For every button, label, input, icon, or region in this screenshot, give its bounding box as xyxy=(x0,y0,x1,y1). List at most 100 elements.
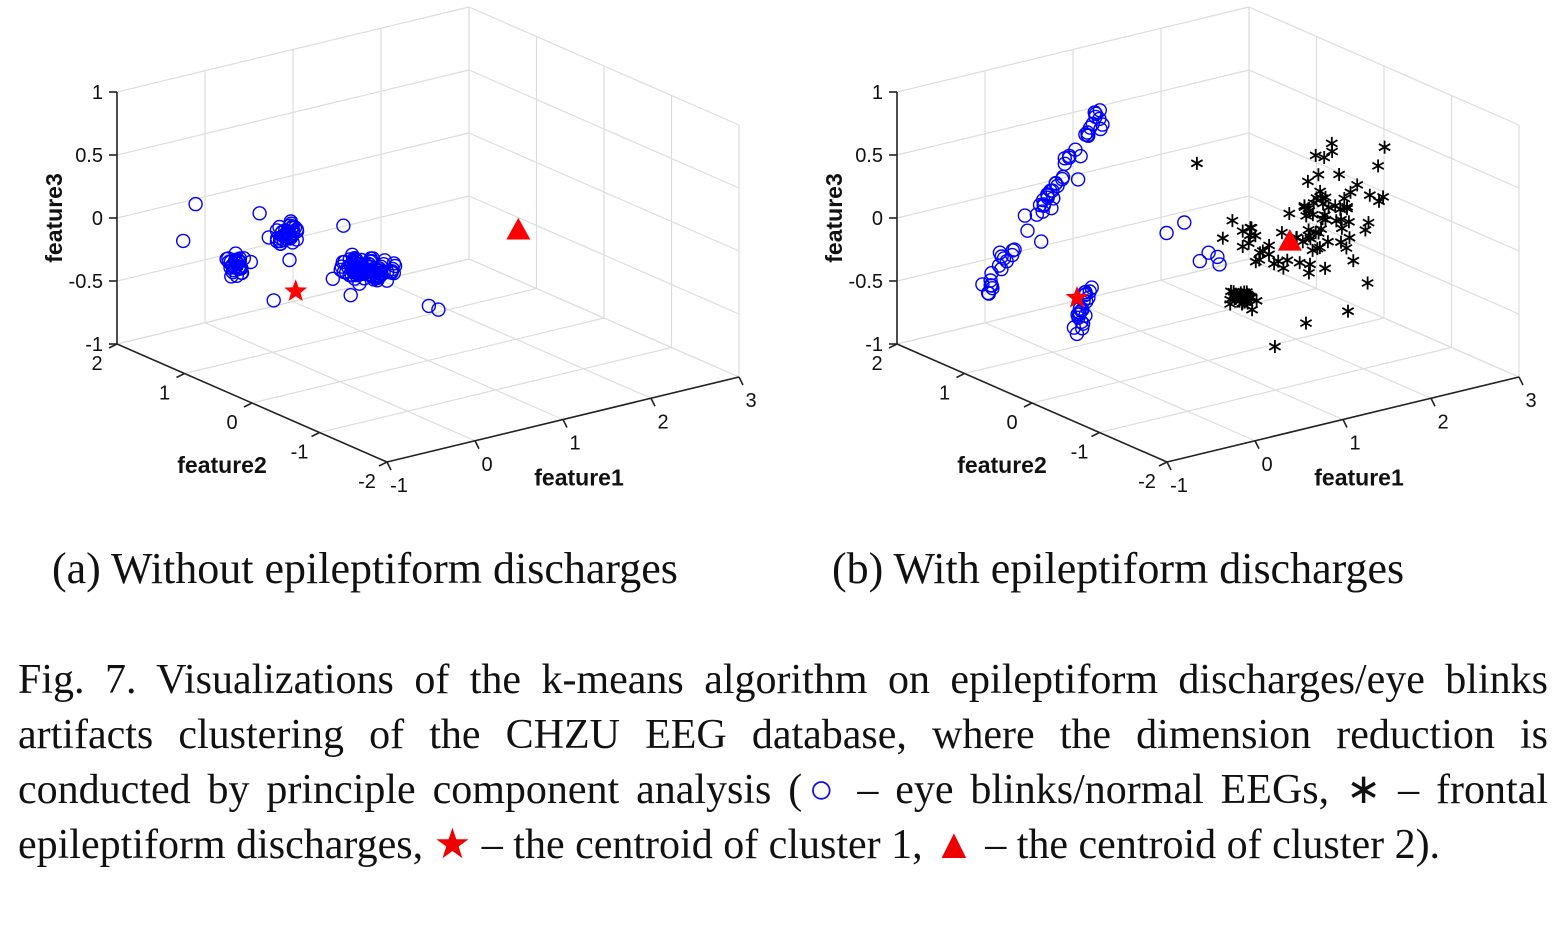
asterisk-stroke xyxy=(1216,234,1229,243)
data-point-circle xyxy=(984,266,999,281)
data-point-circle xyxy=(1078,127,1093,142)
asterisk-stroke xyxy=(1325,139,1338,148)
asterisk-stroke xyxy=(1272,257,1285,266)
x-axis-title: feature1 xyxy=(534,465,624,491)
data-point-asterisk xyxy=(1372,194,1386,208)
asterisk-stroke xyxy=(1224,295,1237,304)
floor-grid-line xyxy=(184,287,537,375)
data-point-asterisk xyxy=(1309,225,1322,239)
data-point-asterisk xyxy=(1341,304,1355,318)
data-point-asterisk xyxy=(1340,202,1354,216)
data-point-circle xyxy=(1017,208,1033,223)
asterisk-stroke xyxy=(1236,227,1249,236)
data-point-circle xyxy=(175,233,191,249)
asterisk-stroke xyxy=(1262,241,1276,250)
centroid-triangle xyxy=(506,217,531,240)
y-tick-label: 2 xyxy=(91,353,102,375)
asterisk-stroke xyxy=(1342,217,1356,226)
floor-grid-line xyxy=(319,346,672,434)
data-point-circle xyxy=(325,271,340,286)
data-point-circle xyxy=(374,267,389,282)
data-point-asterisk xyxy=(1316,212,1329,226)
wall-grid-line xyxy=(896,69,1250,156)
y-tick xyxy=(378,461,388,467)
caption-text-5: – the centroid of cluster 2). xyxy=(974,822,1441,868)
asterisk-stroke xyxy=(1318,264,1332,273)
y-tick xyxy=(311,431,320,438)
data-point-circle xyxy=(1035,204,1050,219)
asterisk-stroke xyxy=(1340,243,1353,253)
floor-grid-line xyxy=(1099,346,1452,434)
data-point-asterisk xyxy=(1249,255,1262,269)
wall-grid-line xyxy=(468,6,740,126)
y-tick-label: 2 xyxy=(871,353,882,375)
data-point-asterisk xyxy=(1242,236,1255,250)
data-point-asterisk xyxy=(1319,190,1332,204)
caption-text-1: Fig. 7. Visualizations of the k-means al… xyxy=(18,657,1548,813)
data-point-asterisk xyxy=(1312,168,1325,182)
y-tick xyxy=(176,372,185,379)
wall-grid-line xyxy=(468,195,740,315)
data-point-circle xyxy=(1074,314,1089,329)
wall-grid-line xyxy=(896,195,1250,282)
y-tick xyxy=(1023,402,1033,408)
asterisk-stroke xyxy=(1338,194,1351,203)
asterisk-stroke xyxy=(1242,239,1255,248)
data-point-circle xyxy=(1177,215,1192,230)
asterisk-stroke xyxy=(1344,188,1357,197)
data-point-circle xyxy=(352,276,367,291)
data-point-asterisk xyxy=(1313,184,1327,198)
x-tick-label: 1 xyxy=(1349,433,1360,455)
asterisk-stroke xyxy=(1378,143,1391,152)
figure-caption: Fig. 7. Visualizations of the k-means al… xyxy=(18,653,1548,873)
data-point-circle xyxy=(1044,200,1059,216)
data-point-asterisk xyxy=(1190,156,1204,170)
asterisk-stroke xyxy=(1299,319,1313,328)
asterisk-stroke xyxy=(1302,225,1315,234)
asterisk-stroke xyxy=(1275,228,1289,237)
y-axis-title: feature2 xyxy=(177,452,266,478)
data-point-circle xyxy=(269,223,285,238)
y-tick-label: -1 xyxy=(1071,442,1089,464)
data-point-asterisk xyxy=(1329,199,1342,213)
data-point-asterisk xyxy=(1216,231,1229,245)
asterisk-stroke xyxy=(1335,224,1349,233)
data-point-asterisk xyxy=(1301,174,1315,188)
asterisk-stroke xyxy=(1372,197,1386,206)
data-point-circle xyxy=(1050,178,1065,194)
z-tick-label: 1 xyxy=(92,82,103,104)
data-point-asterisk xyxy=(1306,208,1320,222)
asterisk-stroke xyxy=(1340,204,1354,213)
asterisk-stroke xyxy=(1319,193,1332,202)
data-point-circle xyxy=(1201,245,1216,260)
x-tick xyxy=(1518,376,1524,386)
data-point-circle xyxy=(431,302,446,317)
z-axis-title: feature3 xyxy=(41,173,67,262)
data-point-circle xyxy=(1159,225,1174,241)
data-point-circle xyxy=(996,251,1012,266)
y-tick-label: -2 xyxy=(1138,471,1156,493)
asterisk-stroke xyxy=(1268,342,1282,351)
data-point-circle xyxy=(421,298,437,314)
data-point-asterisk xyxy=(1303,257,1317,271)
data-point-circle xyxy=(1070,172,1086,187)
data-point-circle xyxy=(1020,223,1035,238)
z-tick-label: -1 xyxy=(85,334,103,356)
legend-asterisk-symbol: ∗ xyxy=(1346,767,1382,813)
legend-triangle-symbol: ▲ xyxy=(933,822,975,868)
data-point-circle xyxy=(983,278,998,293)
x-tick xyxy=(562,419,568,428)
data-point-circle xyxy=(1192,253,1207,269)
z-tick-label: -0.5 xyxy=(69,271,103,293)
asterisk-stroke xyxy=(1334,238,1348,247)
asterisk-stroke xyxy=(1277,264,1290,273)
data-point-asterisk xyxy=(1275,226,1289,240)
data-point-asterisk xyxy=(1283,207,1296,220)
asterisk-stroke xyxy=(1351,180,1364,189)
asterisk-stroke xyxy=(1245,305,1259,314)
wall-grid-line xyxy=(468,132,740,252)
scatter3d-plot-a: -10123-2-1012-1-0.500.51feature1feature2… xyxy=(41,6,757,497)
caption-text-2: – eye blinks/normal EEGs, xyxy=(840,767,1347,813)
data-point-asterisk xyxy=(1340,241,1353,255)
